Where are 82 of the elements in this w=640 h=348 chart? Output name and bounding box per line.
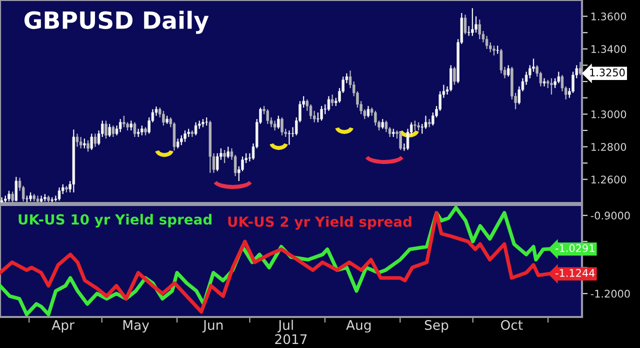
y-tick-label: 1.3000 (591, 110, 626, 118)
candlestick (550, 78, 553, 96)
y-tick-label: 1.2800 (591, 142, 626, 151)
candlestick (467, 26, 470, 36)
candlestick (492, 45, 496, 56)
candlestick (560, 74, 564, 92)
candlestick (471, 8, 474, 36)
candlestick (122, 115, 126, 128)
x-tick-label: Jun (202, 320, 223, 332)
candlestick (309, 104, 312, 120)
candlestick (320, 105, 323, 122)
candlestick (86, 140, 90, 152)
text: UK-US 10 yr Yield spread (18, 214, 212, 228)
candlestick (76, 133, 79, 148)
candlestick (266, 108, 270, 124)
candlestick (399, 132, 402, 151)
candlestick (506, 64, 510, 78)
x-tick-label: Apr (52, 320, 74, 333)
chart-title: GBPUSD Daily (24, 10, 209, 34)
candlestick (280, 116, 284, 136)
x-tick-label: Sep (424, 320, 448, 333)
x-tick-label: Aug (346, 320, 371, 333)
candlestick (542, 78, 546, 87)
candlestick (273, 120, 276, 131)
x-tick-label: Oct (501, 320, 523, 330)
candlestick (118, 118, 122, 133)
x-axis-title: 2017 (275, 334, 307, 344)
candlestick (414, 120, 416, 131)
candlestick (330, 94, 334, 107)
candlestick (14, 176, 18, 202)
data-label: -1.0291 (556, 244, 594, 252)
candlestick (104, 120, 108, 140)
candlestick (180, 134, 183, 146)
candlestick (327, 96, 330, 112)
candlestick (133, 122, 136, 138)
candlestick (216, 152, 219, 172)
candlestick (172, 122, 176, 152)
candlestick (226, 146, 230, 159)
candlestick (83, 138, 86, 149)
candlestick (194, 122, 198, 136)
candlestick (94, 133, 97, 148)
text: 1.3250 (590, 68, 625, 76)
candlestick (90, 133, 93, 151)
candlestick (140, 124, 144, 136)
candlestick (578, 61, 582, 76)
candlestick (176, 138, 180, 149)
candlestick (406, 128, 410, 151)
candlestick (108, 123, 111, 138)
candlestick (112, 124, 115, 138)
candlestick (453, 66, 456, 86)
candlestick (485, 35, 488, 50)
y-tick-label: 1.3600 (591, 12, 626, 20)
candlestick (58, 186, 61, 202)
candlestick (184, 130, 186, 142)
candlestick (384, 120, 388, 133)
y-tick-label: 1.2600 (591, 176, 626, 184)
x-tick-label: Jul (278, 320, 293, 332)
candlestick (162, 110, 165, 126)
candlestick (478, 19, 481, 40)
x-tick-label: May (123, 320, 150, 333)
y-tick-label: 1.3400 (591, 45, 626, 54)
candlestick (130, 120, 132, 131)
candlestick (464, 14, 467, 35)
candlestick (277, 115, 280, 130)
series-label: UK-US 2 yr Yield spread (228, 216, 412, 230)
candlestick (79, 136, 82, 149)
candlestick (420, 123, 424, 134)
candlestick (223, 149, 226, 164)
y-tick-label: -0.9000 (590, 212, 630, 220)
candlestick (366, 105, 370, 118)
candlestick (424, 115, 428, 130)
candlestick (11, 191, 14, 203)
candlestick (316, 112, 320, 123)
data-label: -1.1244 (556, 269, 595, 277)
candlestick (381, 118, 384, 130)
candlestick (450, 64, 452, 92)
candlestick (374, 110, 377, 126)
candlestick (115, 124, 118, 136)
y-tick-label: -1.2000 (590, 290, 630, 298)
candlestick (8, 190, 10, 202)
candlestick (557, 71, 560, 84)
candlestick (288, 130, 291, 146)
